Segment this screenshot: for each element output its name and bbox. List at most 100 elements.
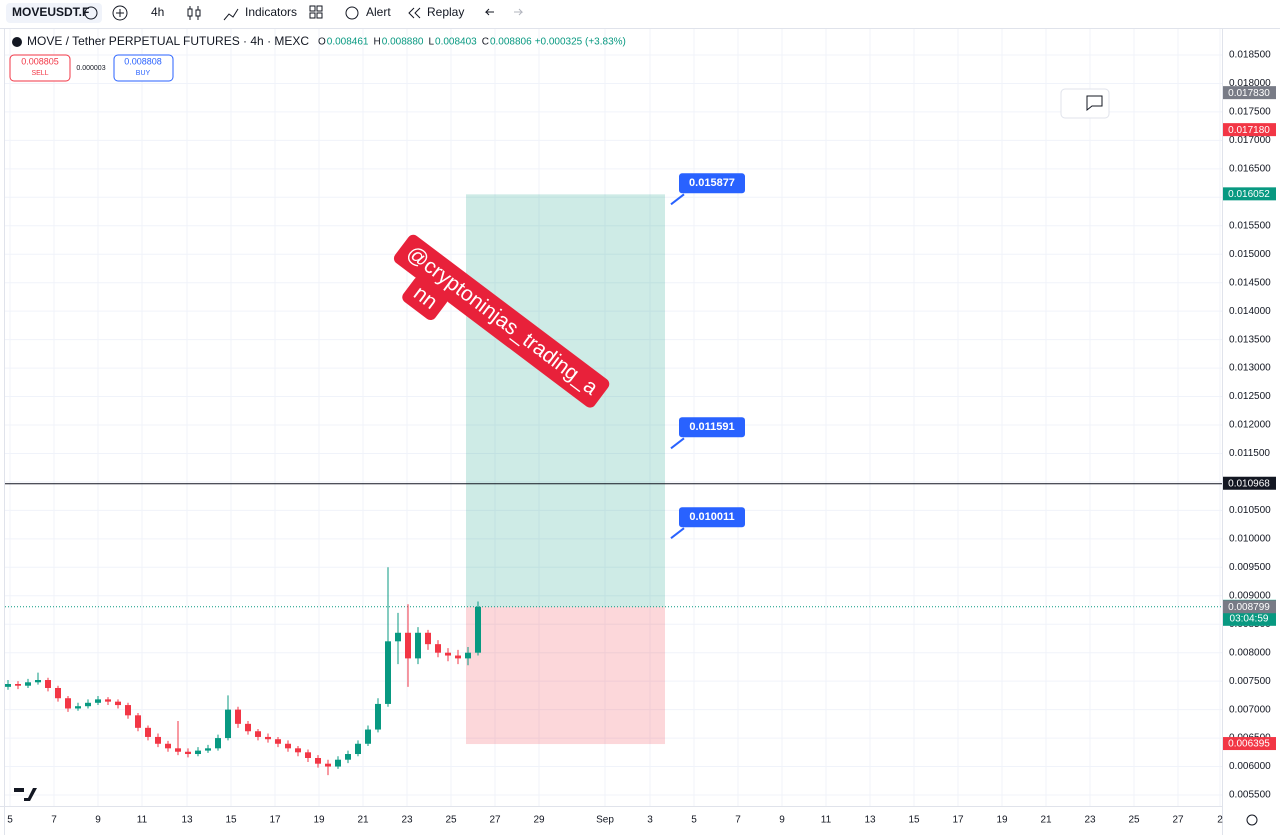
y-tick-label: 0.007000 xyxy=(1229,704,1271,715)
x-tick-label: 2 xyxy=(1217,815,1223,826)
symbol-logo xyxy=(12,37,22,47)
callout-pointer xyxy=(670,437,685,450)
symbol-box[interactable] xyxy=(6,3,102,23)
callout-pointer xyxy=(670,193,685,206)
y-tick-label: 0.012000 xyxy=(1229,420,1271,431)
x-tick-label: 5 xyxy=(691,815,697,826)
price-badge-label: 0.017180 xyxy=(1228,125,1270,136)
x-tick-label: 25 xyxy=(1128,815,1140,826)
y-tick-label: 0.013000 xyxy=(1229,363,1271,374)
y-tick-label: 0.012500 xyxy=(1229,391,1271,402)
watermark-bg xyxy=(393,234,610,408)
watermark-bg xyxy=(402,276,448,321)
x-tick-label: 27 xyxy=(489,815,501,826)
candle-body xyxy=(25,682,31,686)
x-tick-label: 3 xyxy=(647,815,653,826)
candle-body xyxy=(175,748,181,752)
buy-button[interactable] xyxy=(113,54,174,82)
ohlc-value: 0.008403 xyxy=(435,37,477,48)
candle-body xyxy=(275,739,281,744)
alert-icon[interactable] xyxy=(345,6,359,20)
x-tick-label: 21 xyxy=(1040,815,1052,826)
callout-label: 0.015877 xyxy=(689,177,735,189)
ohlc-key: L xyxy=(428,37,434,48)
add-symbol[interactable] xyxy=(112,5,128,21)
chart-type-icon xyxy=(187,8,193,17)
price-badge-label: 0.016052 xyxy=(1228,189,1270,200)
sell-label[interactable]: SELL xyxy=(31,70,48,77)
candle-body xyxy=(115,701,121,706)
candle-body xyxy=(145,727,151,737)
y-tick-label: 0.018500 xyxy=(1229,50,1271,61)
replay-icon[interactable] xyxy=(408,7,421,19)
price-badge xyxy=(1223,737,1276,751)
layout-icon[interactable] xyxy=(309,5,316,12)
interval[interactable]: 4h xyxy=(151,5,164,19)
indicators-button[interactable]: Indicators xyxy=(245,5,297,19)
candle-body xyxy=(475,606,481,653)
candle-body xyxy=(185,751,191,755)
settings-icon[interactable] xyxy=(1246,814,1258,826)
indicators-icon[interactable] xyxy=(223,8,239,21)
ohlc-key: C xyxy=(482,37,489,48)
candle-body xyxy=(165,743,171,749)
candle-body xyxy=(155,736,161,744)
symbol-icon[interactable] xyxy=(84,6,98,20)
y-tick-label: 0.017500 xyxy=(1229,107,1271,118)
price-badge-label: 0.006395 xyxy=(1228,739,1270,750)
x-tick-label: 9 xyxy=(95,815,101,826)
undo[interactable] xyxy=(484,8,494,16)
ohlc-key: O xyxy=(318,37,326,48)
callout-box xyxy=(679,507,745,528)
candle-body xyxy=(355,743,361,755)
x-tick-label: 21 xyxy=(357,815,369,826)
candle-body xyxy=(85,702,91,707)
spread: 0.000003 xyxy=(76,65,105,72)
price-badge-label: 0.017830 xyxy=(1228,88,1270,99)
chart-type-icon xyxy=(195,9,201,17)
x-tick-label: 23 xyxy=(1084,815,1096,826)
y-tick-label: 0.016500 xyxy=(1229,163,1271,174)
candle-body xyxy=(375,703,381,730)
buy-label[interactable]: BUY xyxy=(136,70,151,77)
x-tick-label: 15 xyxy=(908,815,920,826)
y-tick-label: 0.014000 xyxy=(1229,306,1271,317)
candle-body xyxy=(435,644,441,653)
x-tick-label: 15 xyxy=(225,815,237,826)
y-tick-label: 0.007500 xyxy=(1229,676,1271,687)
countdown: 03:04:59 xyxy=(1230,613,1269,624)
candle-body xyxy=(135,715,141,728)
sell-price[interactable]: 0.008805 xyxy=(21,56,59,66)
symbol[interactable]: MOVEUSDT.F xyxy=(12,5,89,19)
candle-body xyxy=(415,632,421,659)
profit-zone xyxy=(466,194,665,607)
comment-icon[interactable] xyxy=(1086,95,1103,112)
callout-label: 0.011591 xyxy=(689,421,734,433)
x-tick-label: 13 xyxy=(864,815,876,826)
alert-button[interactable]: Alert xyxy=(366,5,391,19)
sell-button[interactable] xyxy=(9,54,71,82)
replay-button[interactable]: Replay xyxy=(427,5,464,19)
candle-body xyxy=(365,729,371,744)
candle-body xyxy=(255,731,261,737)
candle-body xyxy=(445,652,451,656)
y-tick-label: 0.011500 xyxy=(1229,448,1270,459)
x-tick-label: 27 xyxy=(1172,815,1184,826)
change: +0.000325 (+3.83%) xyxy=(535,37,626,48)
candle-body xyxy=(215,738,221,749)
price-badge-label: 0.008799 xyxy=(1228,602,1270,613)
y-tick-label: 0.015000 xyxy=(1229,249,1271,260)
candle-body xyxy=(225,709,231,739)
tv-logo xyxy=(14,788,37,801)
candle-body xyxy=(35,680,41,683)
candle-body xyxy=(125,705,131,716)
candle-body xyxy=(95,699,101,703)
x-tick-label: 11 xyxy=(137,815,148,826)
candle-body xyxy=(205,748,211,751)
x-tick-label: 19 xyxy=(313,815,325,826)
x-tick-label: 25 xyxy=(445,815,457,826)
buy-price[interactable]: 0.008808 xyxy=(124,56,162,66)
redo[interactable] xyxy=(514,8,524,16)
ohlc-value: 0.008880 xyxy=(382,37,424,48)
price-badge xyxy=(1223,123,1276,137)
